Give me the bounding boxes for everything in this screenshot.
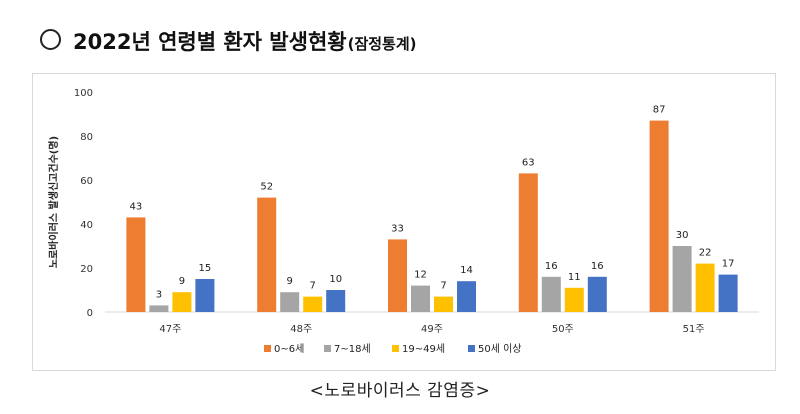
data-label: 87 (653, 105, 666, 116)
y-tick-label: 20 (80, 264, 93, 275)
data-label: 10 (329, 274, 342, 285)
page-heading: 2022년 연령별 환자 발생현황 (잠정통계) (40, 26, 417, 56)
bar (672, 246, 692, 312)
bar (649, 120, 669, 312)
bar (257, 197, 277, 312)
x-tick-label: 48주 (290, 324, 312, 335)
legend-swatch (264, 345, 271, 352)
y-tick-label: 40 (80, 220, 93, 231)
bar (172, 292, 192, 312)
bar (541, 276, 561, 312)
data-label: 11 (568, 272, 581, 283)
bar (518, 173, 538, 312)
data-label: 52 (260, 182, 273, 193)
data-label: 63 (522, 157, 535, 168)
y-tick-label: 80 (80, 132, 93, 143)
bar (126, 217, 146, 312)
x-tick-label: 51주 (683, 324, 705, 335)
legend-item: 50세 이상 (478, 343, 522, 355)
data-label: 7 (440, 281, 446, 292)
bar (564, 287, 584, 312)
legend-item: 19~49세 (402, 343, 445, 355)
bar-chart: 0 20 40 60 80 100 노로바이러스 발생신고건수(명) 43 3 9 15 47주 52 9… (47, 88, 759, 355)
data-label: 16 (545, 261, 558, 272)
chart-frame: 0 20 40 60 80 100 노로바이러스 발생신고건수(명) 43 3 9 15 47주 52 9… (32, 73, 776, 371)
legend-swatch (468, 345, 475, 352)
legend-item: 7~18세 (334, 343, 371, 355)
bar (195, 279, 215, 312)
data-label: 30 (676, 230, 689, 241)
y-tick-label: 0 (87, 308, 93, 319)
bar (388, 239, 407, 312)
data-label: 9 (287, 276, 293, 287)
data-label: 9 (179, 276, 185, 287)
data-label: 3 (156, 289, 162, 300)
bar (411, 285, 430, 312)
data-label: 7 (310, 281, 316, 292)
x-tick-label: 47주 (159, 324, 181, 335)
data-label: 33 (391, 223, 404, 234)
legend-item: 0~6세 (274, 343, 304, 355)
legend-swatch (324, 345, 331, 352)
heading-suffix: (잠정통계) (347, 35, 417, 53)
y-tick-label: 60 (80, 176, 93, 187)
bar (457, 281, 476, 312)
bar (695, 263, 715, 312)
bar (434, 296, 453, 312)
legend-swatch (392, 345, 399, 352)
bar (149, 305, 169, 312)
bar (303, 296, 323, 312)
x-tick-label: 50주 (552, 324, 574, 335)
chart-caption: <노로바이러스 감염증> (309, 381, 491, 401)
data-label: 12 (414, 270, 427, 281)
y-axis-label: 노로바이러스 발생신고건수(명) (47, 136, 60, 268)
data-label: 16 (591, 261, 604, 272)
data-label: 15 (199, 263, 212, 274)
heading-main: 2022년 연령별 환자 발생현황 (73, 30, 347, 54)
circle-bullet-icon (40, 29, 61, 50)
bar (718, 274, 738, 312)
data-label: 43 (130, 201, 143, 212)
bar (280, 292, 300, 312)
bar (587, 276, 607, 312)
data-label: 22 (699, 248, 712, 259)
y-tick-label: 100 (74, 88, 93, 99)
data-label: 17 (722, 259, 735, 270)
data-label: 14 (460, 265, 473, 276)
x-tick-label: 49주 (421, 324, 443, 335)
bar (326, 290, 346, 312)
